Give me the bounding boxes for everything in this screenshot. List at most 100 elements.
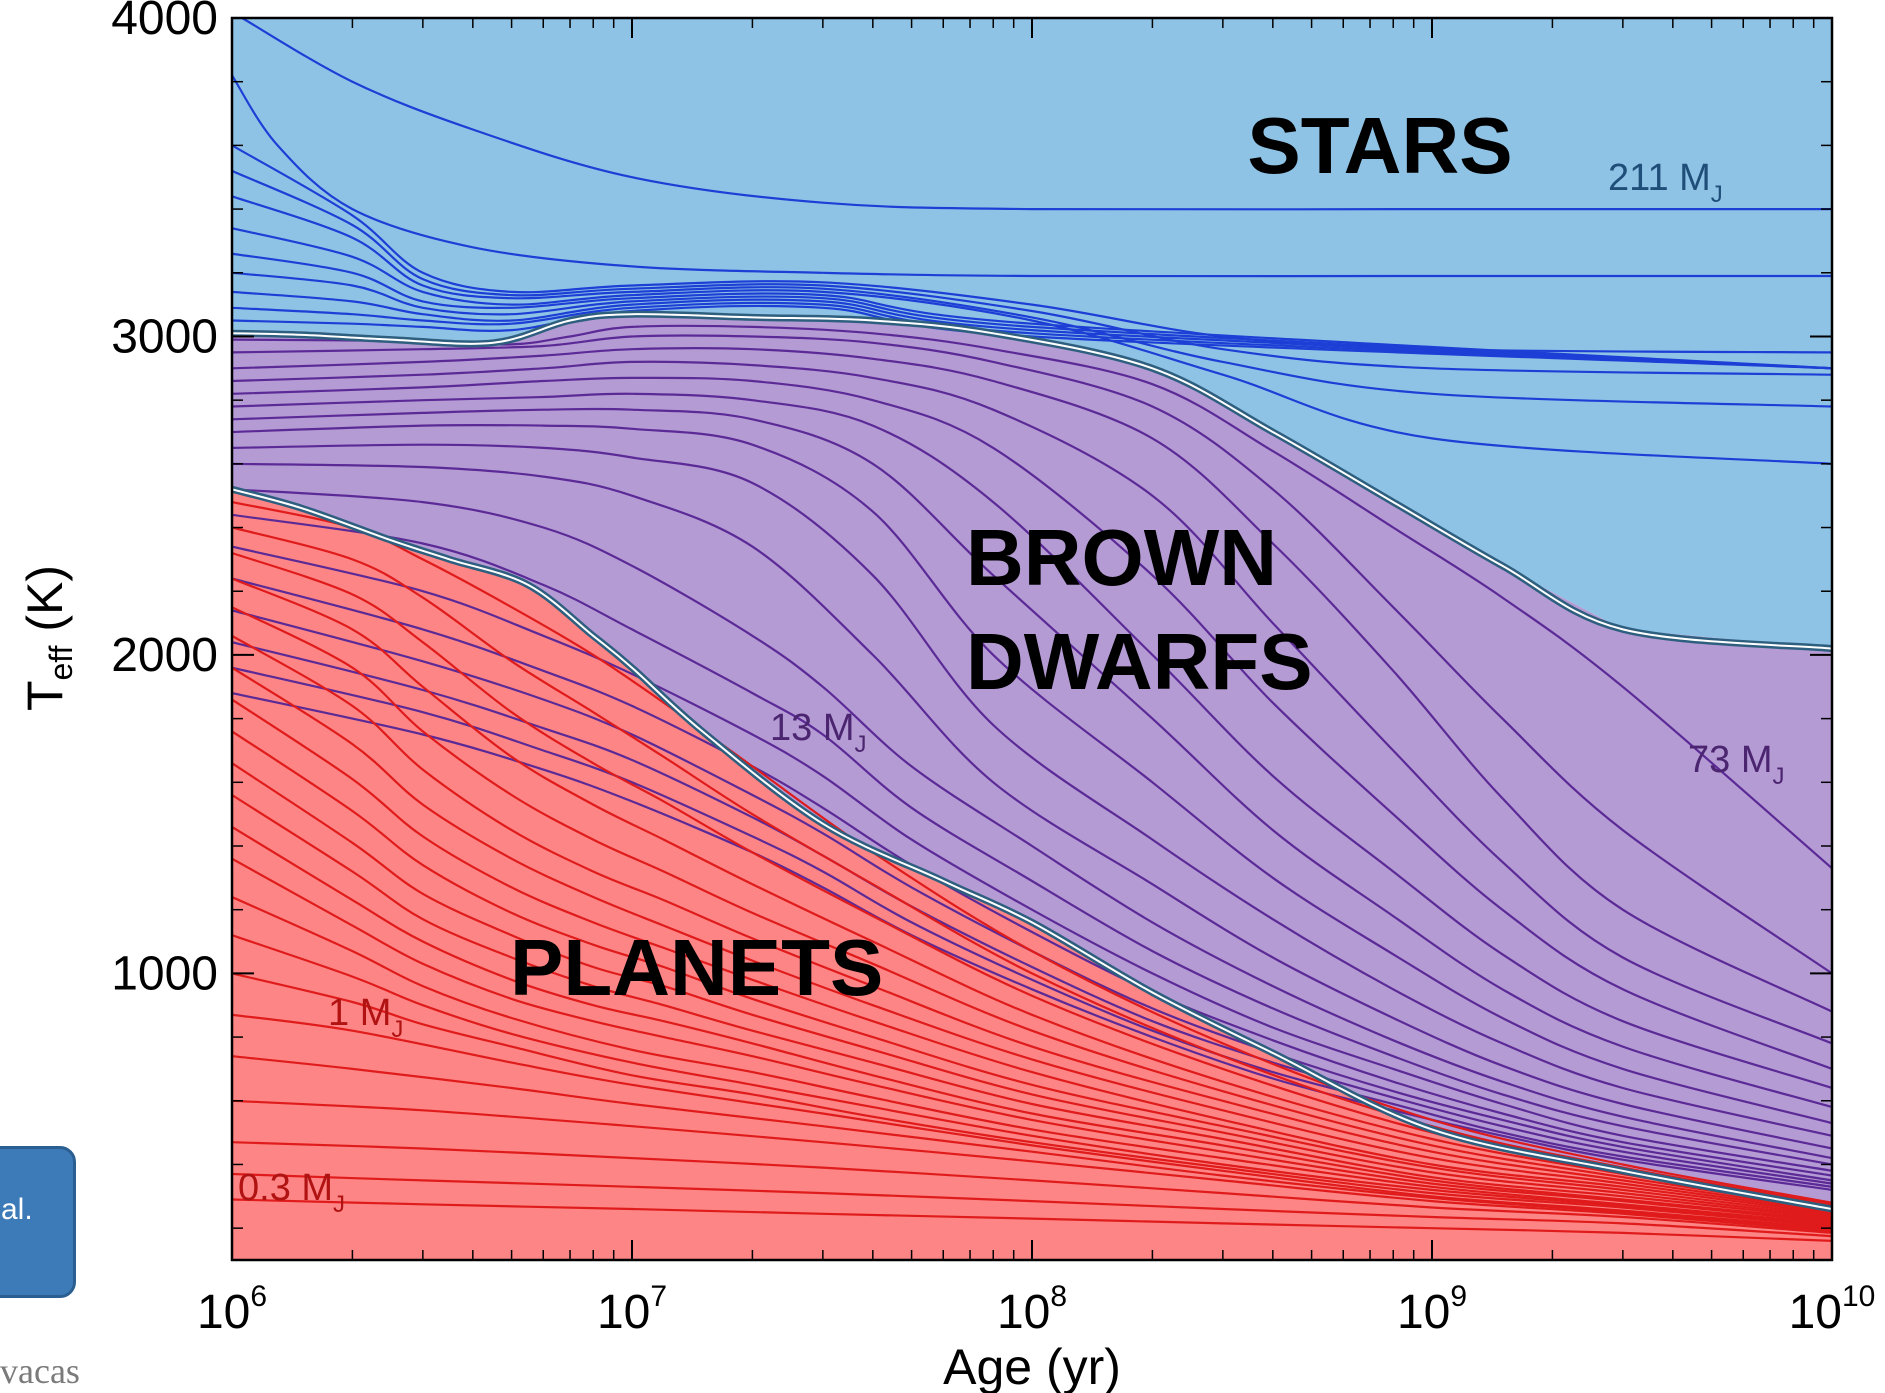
series-layer	[232, 18, 1832, 1242]
track-planets-39	[232, 794, 1832, 1220]
track-planets-46	[232, 1055, 1832, 1231]
track-bd-14	[232, 360, 1832, 1045]
boundary-highlight-bd_planet	[232, 488, 1832, 1210]
svg-text:0.3 MJ: 0.3 MJ	[238, 1167, 345, 1218]
region-label-brown: BROWN	[966, 513, 1277, 602]
track-bd-13	[232, 347, 1832, 1013]
track-stars-5	[232, 227, 1832, 465]
track-bd-18	[232, 423, 1832, 1125]
mass-label-73-main: 73 M	[1688, 739, 1772, 781]
track-planets-37	[232, 730, 1832, 1217]
track-bd-19	[232, 443, 1832, 1137]
region-label-planets: PLANETS	[510, 923, 883, 1012]
x-tick-label-2: 108	[997, 1280, 1067, 1339]
x-tick-label-base-1: 10	[597, 1286, 650, 1339]
x-tick-label-exp-4: 10	[1842, 1280, 1875, 1313]
track-planets-43	[232, 934, 1832, 1227]
track-bd-12	[232, 334, 1832, 975]
track-bd-17	[232, 407, 1832, 1109]
x-tick-label-base-0: 10	[197, 1286, 250, 1339]
x-tick-label-1: 107	[597, 1280, 667, 1339]
mass-label-73: 73 MJ	[1688, 739, 1784, 790]
track-stars-6	[232, 252, 1832, 370]
track-planets-35	[232, 666, 1832, 1214]
y-axis-label-unit: (K)	[17, 565, 73, 646]
footer-text: vacas	[0, 1351, 80, 1391]
track-stars-0	[241, 18, 1832, 211]
svg-text:Teff (K): Teff (K)	[17, 565, 79, 711]
region-label-stars: STARS	[1247, 101, 1512, 190]
track-planets-49	[232, 1172, 1832, 1238]
y-axis-label: Teff (K)	[17, 565, 79, 711]
track-bd-16	[232, 392, 1832, 1090]
track-planets-42	[232, 895, 1832, 1225]
side-info-text: al.	[1, 1193, 33, 1226]
planets-region	[232, 489, 1832, 1260]
brown-dwarfs-region	[232, 314, 1832, 1209]
mass-label-211: 211 MJ	[1608, 157, 1723, 208]
y-tick-label-3: 4000	[111, 0, 218, 45]
track-bd-15	[232, 376, 1832, 1070]
mass-label-1-sub: J	[391, 1016, 403, 1043]
track-stars-3	[232, 169, 1832, 376]
mass-label-03-main: 0.3 M	[238, 1167, 333, 1209]
track-stars-7	[232, 271, 1832, 370]
track-planets-38	[232, 762, 1832, 1219]
mass-label-03-sub: J	[333, 1191, 345, 1218]
boundary-highlight-star_bd	[232, 313, 1832, 650]
track-stars-10	[232, 304, 1832, 370]
track-bd-25	[232, 609, 1832, 1182]
track-stars-9	[232, 301, 1832, 370]
track-planets-40	[232, 825, 1832, 1222]
track-bd-20	[232, 462, 1832, 1150]
x-tick-label-4: 1010	[1789, 1280, 1876, 1339]
track-planets-33	[232, 606, 1832, 1211]
y-tick-label-0: 1000	[111, 947, 218, 1000]
mass-label-211-sub: J	[1711, 181, 1723, 208]
x-tick-label-exp-0: 6	[250, 1280, 267, 1313]
track-stars-1	[232, 74, 1832, 278]
track-planets-47	[232, 1099, 1832, 1233]
y-axis-label-main: T	[17, 681, 73, 712]
track-planets-44	[232, 972, 1832, 1228]
mass-label-211-main: 211 M	[1608, 157, 1711, 199]
track-stars-8	[232, 290, 1832, 370]
track-bd-22	[232, 513, 1832, 1166]
svg-text:73 MJ: 73 MJ	[1688, 739, 1784, 790]
x-tick-label-exp-2: 8	[1050, 1280, 1067, 1313]
mass-label-13: 13 MJ	[770, 707, 866, 758]
track-planets-48	[232, 1141, 1832, 1234]
mass-label-1: 1 MJ	[328, 992, 403, 1043]
track-planets-41	[232, 857, 1832, 1223]
y-axis-label-sub: eff	[43, 645, 79, 680]
x-tick-label-exp-1: 7	[650, 1280, 667, 1313]
track-planets-36	[232, 698, 1832, 1215]
x-tick-label-3: 109	[1397, 1280, 1467, 1339]
x-tick-label-base-2: 10	[997, 1286, 1050, 1339]
svg-text:13 MJ: 13 MJ	[770, 707, 866, 758]
track-planets-30	[232, 526, 1832, 1206]
track-bd-28	[232, 692, 1832, 1191]
track-planets-34	[232, 634, 1832, 1212]
region-label-dwarfs: DWARFS	[966, 617, 1313, 706]
svg-text:211 MJ: 211 MJ	[1608, 157, 1723, 208]
side-info-box: al.	[0, 1146, 76, 1298]
boundary-layer	[232, 310, 1832, 1213]
mass-label-03: 0.3 MJ	[238, 1167, 345, 1218]
track-bd-27	[232, 666, 1832, 1188]
x-tick-label-base-4: 10	[1789, 1286, 1842, 1339]
track-bd-23	[232, 545, 1832, 1172]
track-planets-45	[232, 1013, 1832, 1230]
track-planets-50	[232, 1198, 1832, 1242]
track-bd-26	[232, 641, 1832, 1185]
svg-text:1 MJ: 1 MJ	[328, 992, 403, 1043]
x-tick-label-exp-3: 9	[1450, 1280, 1467, 1313]
y-tick-label-1: 2000	[111, 629, 218, 682]
track-stars-4	[232, 195, 1832, 408]
mass-label-73-sub: J	[1772, 763, 1784, 790]
x-tick-label-base-3: 10	[1397, 1286, 1450, 1339]
track-bd-21	[232, 488, 1832, 1160]
x-axis-label: Age (yr)	[943, 1339, 1121, 1393]
